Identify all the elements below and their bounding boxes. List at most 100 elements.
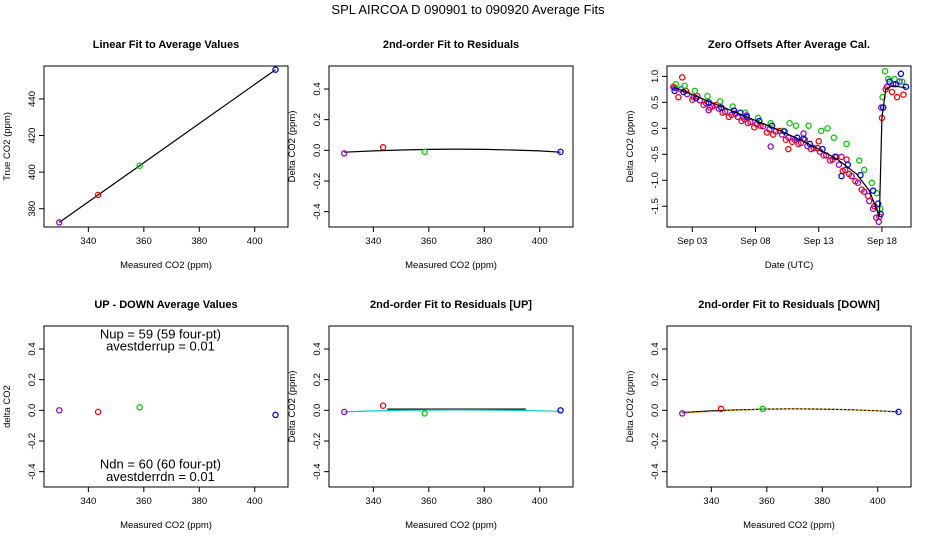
panel-3: Zero Offsets After Average Cal. Sep 03 Sep… <box>625 39 912 271</box>
plot-frame <box>328 325 574 488</box>
annotation: avestderrdn = 0.01 <box>106 469 215 484</box>
x-tick-label: 400 <box>532 236 548 247</box>
data-point <box>864 192 872 200</box>
y-tick-label: -0.2 <box>650 433 661 449</box>
x-axis-label: Measured CO2 (ppm) <box>120 520 212 531</box>
data-point <box>830 134 838 141</box>
plot-area <box>679 405 902 417</box>
data-point <box>815 138 822 145</box>
panel-4: UP - DOWN Average Values 340 360 380 400 -0.4… <box>2 299 289 531</box>
data-point <box>897 70 905 78</box>
data-point <box>421 410 428 417</box>
data-point <box>671 87 678 95</box>
plot-frame <box>666 325 912 488</box>
fit-line <box>344 409 561 413</box>
data-point <box>845 170 853 178</box>
x-tick-label: 340 <box>365 496 381 507</box>
data-point <box>875 218 883 226</box>
data-point <box>769 131 777 138</box>
panel-title: 2nd-order Fit to Residuals [DOWN] <box>698 299 880 311</box>
data-point <box>754 114 762 122</box>
x-tick-label: Sep 13 <box>804 236 834 247</box>
y-tick-label: 0.0 <box>312 144 323 157</box>
x-tick-label: 400 <box>247 496 263 507</box>
y-axis-label: Delta CO2 (ppm) <box>625 371 636 443</box>
panel-title: 2nd-order Fit to Residuals [UP] <box>370 299 532 311</box>
y-tick-label: -0.4 <box>312 203 323 219</box>
data-point <box>94 191 102 199</box>
data-point <box>782 136 790 143</box>
y-tick-label: 420 <box>27 128 38 144</box>
y-tick-label: 0.4 <box>312 342 323 355</box>
y-tick-label: 0.2 <box>312 373 323 386</box>
x-tick-label: 380 <box>814 496 830 507</box>
y-tick-label: -0.2 <box>312 173 323 189</box>
data-point <box>379 402 387 409</box>
data-point <box>898 78 906 85</box>
data-point <box>895 408 902 416</box>
data-point <box>421 148 428 156</box>
data-point <box>886 78 893 85</box>
panels-group: Linear Fit to Average Values 340 360 380 400… <box>2 39 912 531</box>
plot-frame <box>43 65 289 228</box>
data-point <box>763 129 771 136</box>
data-point <box>738 117 745 125</box>
y-tick-label: 0.2 <box>312 113 323 126</box>
data-point <box>843 156 850 163</box>
y-tick-label: 0.0 <box>27 404 38 417</box>
data-point <box>795 140 802 148</box>
x-tick-label: 360 <box>759 496 775 507</box>
y-tick-label: 440 <box>27 91 38 107</box>
data-point <box>852 178 859 185</box>
y-tick-label: 0.0 <box>312 404 323 417</box>
data-point <box>843 140 850 148</box>
x-tick-label: 340 <box>365 236 381 247</box>
plot-area <box>670 67 910 226</box>
data-point <box>716 98 724 105</box>
data-point <box>869 187 877 194</box>
data-point <box>681 82 688 89</box>
data-point <box>891 75 898 83</box>
annotation: Nup = 59 (59 four-pt) <box>100 326 221 341</box>
y-tick-label: 0.2 <box>27 373 38 386</box>
data-point <box>902 83 910 91</box>
x-tick-label: 360 <box>421 236 437 247</box>
y-tick-label: -0.5 <box>650 146 661 162</box>
y-tick-label: -0.4 <box>650 463 661 479</box>
data-point <box>767 143 774 150</box>
data-point <box>56 219 63 226</box>
y-tick-label: -1.0 <box>650 172 661 188</box>
x-tick-label: 360 <box>421 496 437 507</box>
data-point <box>786 119 793 127</box>
y-tick-label: -0.4 <box>27 463 38 479</box>
data-point <box>743 113 750 121</box>
data-point <box>729 103 736 110</box>
data-point <box>855 157 863 164</box>
x-tick-label: 340 <box>703 496 719 507</box>
data-point <box>704 92 711 100</box>
y-tick-label: -1.5 <box>650 198 661 214</box>
data-point <box>672 80 680 88</box>
data-point <box>136 404 143 411</box>
fit-line <box>682 408 899 414</box>
data-point <box>136 162 143 169</box>
y-axis-label: delta CO2 <box>2 385 13 428</box>
data-point <box>826 157 834 164</box>
data-point <box>858 186 865 193</box>
data-point <box>788 138 796 146</box>
plot-frame <box>666 65 912 228</box>
x-axis-label: Date (UTC) <box>765 260 814 271</box>
x-tick-label: 380 <box>191 496 207 507</box>
x-tick-label: 400 <box>532 496 548 507</box>
x-tick-label: Sep 18 <box>867 236 897 247</box>
panel-title: UP - DOWN Average Values <box>94 299 237 311</box>
x-tick-label: 400 <box>247 236 263 247</box>
data-point <box>888 88 896 96</box>
data-point <box>340 408 348 416</box>
y-tick-label: 0.5 <box>650 96 661 109</box>
y-tick-label: 0.4 <box>27 342 38 355</box>
data-point <box>700 101 707 109</box>
panel-title: Zero Offsets After Average Cal. <box>708 39 870 51</box>
fit-line <box>58 69 276 223</box>
